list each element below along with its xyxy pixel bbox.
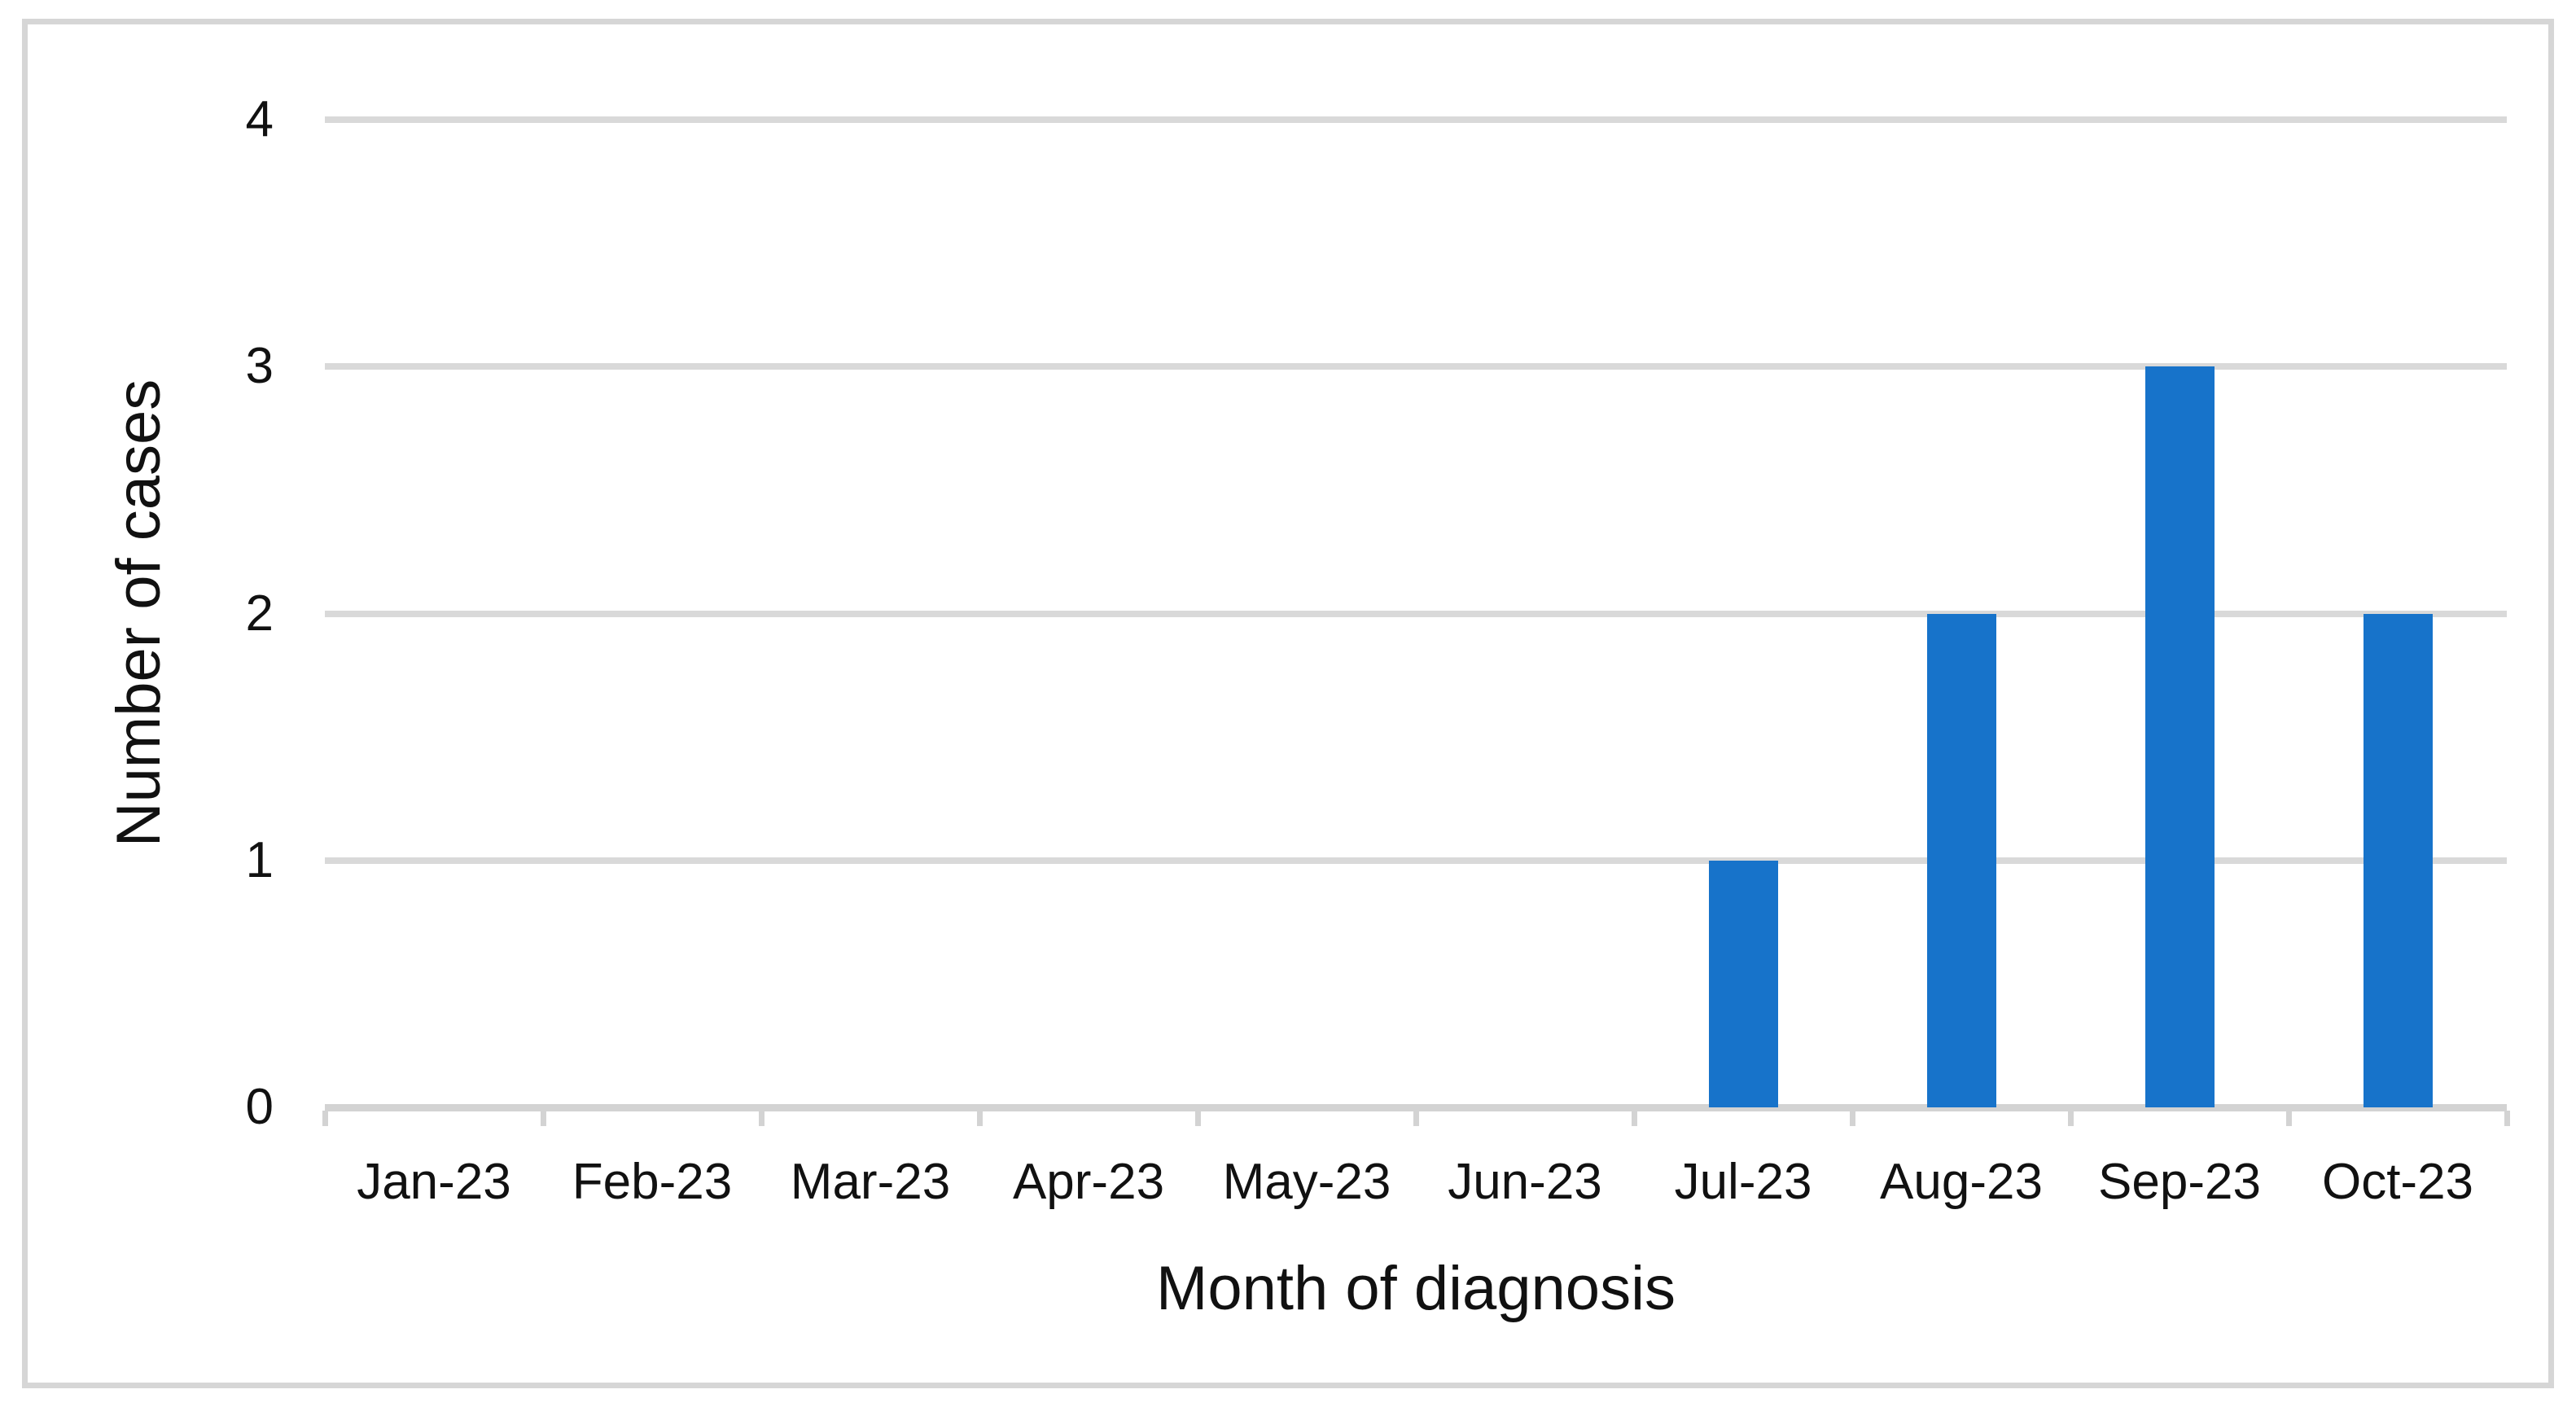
bar-oct-23 — [2363, 613, 2433, 1107]
x-axis-tick — [2068, 1111, 2074, 1126]
x-tick-label-jan-23: Jan-23 — [357, 1154, 511, 1210]
gridline-y-1 — [325, 857, 2507, 864]
x-tick-label-oct-23: Oct-23 — [2321, 1154, 2474, 1210]
x-axis-tick-labels: Jan-23 Feb-23 Mar-23 Apr-23 May-23 Jun-23 Jul-… — [325, 1152, 2507, 1217]
y-tick-label-3: 3 — [245, 338, 274, 395]
x-axis-tick — [759, 1111, 764, 1126]
x-tick-label-aug-23: Aug-23 — [1880, 1154, 2043, 1210]
x-axis-tick — [1195, 1111, 1201, 1126]
gridline-y-2 — [325, 610, 2507, 617]
x-axis-tick — [977, 1111, 983, 1126]
y-axis-tick-labels: 0 1 2 3 4 — [28, 91, 274, 1135]
x-axis-tick — [1632, 1111, 1637, 1126]
x-tick-label-jun-23: Jun-23 — [1448, 1154, 1602, 1210]
x-axis-tick — [541, 1111, 546, 1126]
bar-jul-23 — [1708, 860, 1778, 1107]
y-tick-label-2: 2 — [245, 585, 274, 642]
x-axis-tick — [1850, 1111, 1855, 1126]
y-tick-label-4: 4 — [245, 91, 274, 147]
x-tick-label-sep-23: Sep-23 — [2098, 1154, 2261, 1210]
x-axis-line — [325, 1104, 2507, 1111]
x-tick-label-may-23: May-23 — [1222, 1154, 1391, 1210]
bar-aug-23 — [1926, 613, 1996, 1107]
x-axis-tick — [2504, 1111, 2510, 1126]
gridline-y-3 — [325, 363, 2507, 370]
x-axis-title: Month of diagnosis — [1156, 1254, 1676, 1323]
x-tick-label-mar-23: Mar-23 — [790, 1154, 951, 1210]
x-tick-label-apr-23: Apr-23 — [1012, 1154, 1165, 1210]
y-tick-label-1: 1 — [245, 831, 274, 888]
x-tick-label-jul-23: Jul-23 — [1674, 1154, 1812, 1210]
x-axis-tick — [2286, 1111, 2292, 1126]
plot-area — [322, 116, 2510, 1126]
x-axis-tick — [322, 1111, 328, 1126]
bar-sep-23 — [2144, 366, 2215, 1107]
y-tick-label-0: 0 — [245, 1079, 274, 1135]
x-axis-tick — [1413, 1111, 1419, 1126]
gridline-y-4 — [325, 116, 2507, 123]
x-tick-label-feb-23: Feb-23 — [572, 1154, 733, 1210]
